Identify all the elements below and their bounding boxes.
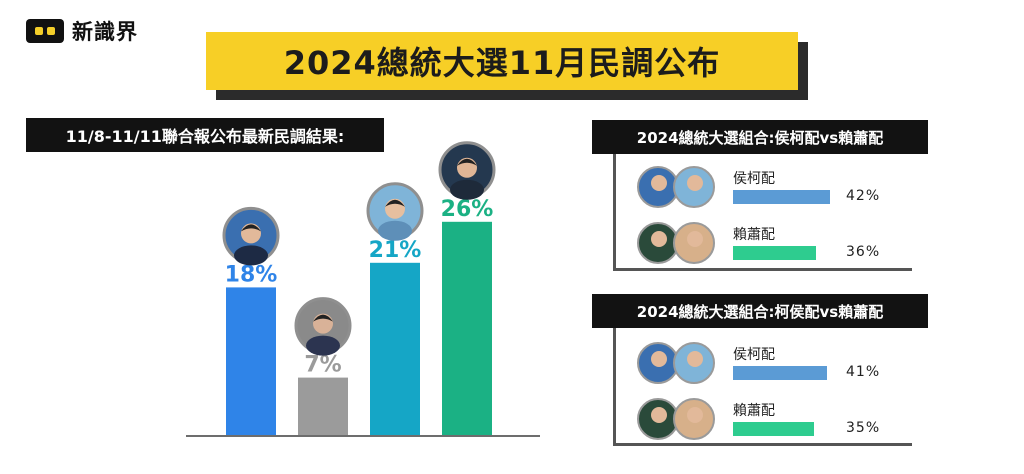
pair-photo-1-1 xyxy=(637,398,717,440)
bar-3 xyxy=(442,221,492,435)
pair-support-value: 36% xyxy=(846,244,881,260)
candidate-avatar xyxy=(637,398,679,440)
candidate-photo-0 xyxy=(222,206,280,266)
candidate-photo-3 xyxy=(438,141,496,200)
candidate-avatar xyxy=(673,166,715,208)
left-chart-label: 11/8-11/11聯合報公布最新民調結果: xyxy=(26,118,384,152)
pair-support-bar xyxy=(733,366,828,380)
matchup-panel-1 xyxy=(613,132,912,271)
pair-support-bar xyxy=(733,422,814,436)
bar-0 xyxy=(226,287,276,435)
pair-support-value: 35% xyxy=(846,420,881,436)
candidate-photo-2 xyxy=(366,182,424,241)
logo-icon xyxy=(26,19,64,43)
pair-support-value: 42% xyxy=(846,188,881,204)
pair-support-value: 41% xyxy=(846,364,881,380)
bar-2 xyxy=(370,262,420,435)
candidate-avatar xyxy=(637,342,679,384)
candidate-avatar xyxy=(673,222,715,264)
page-title: 2024總統大選11月民調公布 xyxy=(206,32,798,90)
bar-value-label-1: 7% xyxy=(304,353,341,378)
candidate-avatar xyxy=(673,398,715,440)
logo-text: 新識界 xyxy=(72,20,138,44)
pair-name-label: 賴蕭配 xyxy=(733,227,775,243)
pair-photo-1-0 xyxy=(637,342,717,384)
pair-photo-0-0 xyxy=(637,166,717,208)
matchup-panel-2-title: 2024總統大選組合:柯侯配vs賴蕭配 xyxy=(592,294,928,328)
candidate-avatar xyxy=(673,342,715,384)
pair-support-bar xyxy=(733,246,816,260)
pair-name-label: 侯柯配 xyxy=(733,171,775,187)
bar-1 xyxy=(298,377,348,435)
pair-support-bar xyxy=(733,190,830,204)
bar-value-label-3: 26% xyxy=(441,197,494,222)
matchup-panel-1-title: 2024總統大選組合:侯柯配vs賴蕭配 xyxy=(592,120,928,154)
pair-name-label: 侯柯配 xyxy=(733,347,775,363)
brand-logo: 新識界 xyxy=(26,16,138,46)
pair-photo-0-1 xyxy=(637,222,717,264)
pair-name-label: 賴蕭配 xyxy=(733,403,775,419)
matchup-panel-2 xyxy=(613,307,912,446)
bar-value-label-0: 18% xyxy=(225,262,278,287)
candidate-avatar xyxy=(637,166,679,208)
bar-value-label-2: 21% xyxy=(369,238,422,263)
candidate-photo-1 xyxy=(294,297,352,356)
